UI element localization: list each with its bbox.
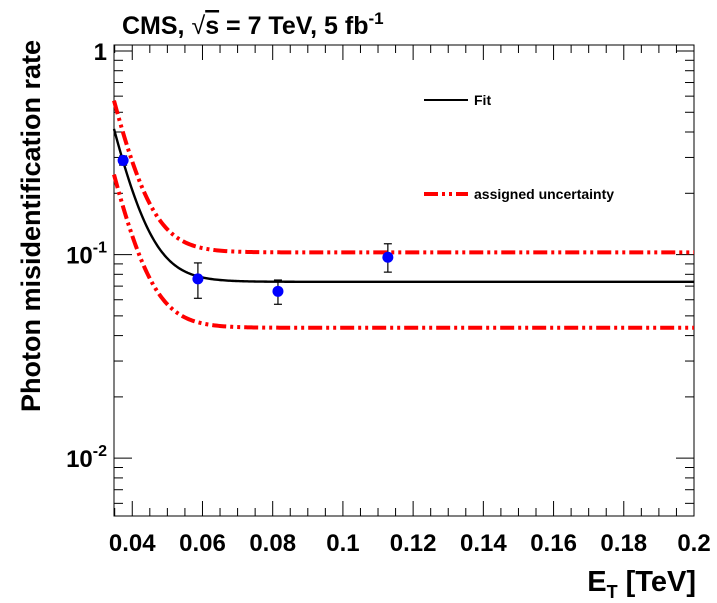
data-points <box>117 154 394 305</box>
x-tick-label: 0.08 <box>249 530 296 557</box>
x-axis-label-rest: [TeV] <box>618 566 696 598</box>
x-tick-label: 0.2 <box>677 530 710 557</box>
uncertainty-band-upper-curve <box>112 100 694 255</box>
chart-title: CMS, √s = 7 TeV, 5 fb-1 <box>122 9 384 40</box>
y-tick-label: 10-1 <box>66 240 107 270</box>
x-axis-label-main: E <box>587 566 606 598</box>
y-tick-label: 1 <box>94 39 107 66</box>
plot-area <box>112 100 694 330</box>
data-point <box>192 273 204 285</box>
legend-uncertainty-label: assigned uncertainty <box>474 186 614 202</box>
data-point <box>382 251 394 263</box>
axis-ticks <box>114 45 695 516</box>
data-point <box>117 154 129 166</box>
data-point <box>272 285 284 297</box>
x-tick-label: 0.14 <box>460 530 507 557</box>
y-axis-label: Photon misidentification rate <box>16 40 46 412</box>
x-axis-label: ET [TeV] <box>587 566 696 602</box>
uncertainty-band-lower-curve <box>112 174 694 330</box>
title-main: CMS, <box>122 12 191 40</box>
x-axis-label-sub: T <box>607 582 618 602</box>
title-rest: = 7 TeV, 5 fb <box>219 12 368 40</box>
tick-labels: 0.04 0.06 0.08 0.1 0.12 0.14 0.16 0.18 0.2 1 10-1 1… <box>66 39 711 557</box>
legend: Fit assigned uncertainty <box>424 92 614 202</box>
plot-frame <box>113 44 695 517</box>
title-superscript: -1 <box>368 9 383 28</box>
legend-fit-label: Fit <box>474 92 491 108</box>
x-tick-label: 0.04 <box>109 530 156 557</box>
x-tick-label: 0.18 <box>600 530 647 557</box>
fit-curve <box>112 128 694 283</box>
title-sqrt-symbol: √ <box>191 12 205 40</box>
y-tick-label: 10-2 <box>66 443 107 473</box>
x-tick-label: 0.06 <box>179 530 226 557</box>
title-sqrt-arg: s <box>205 12 219 40</box>
x-tick-label: 0.1 <box>326 530 359 557</box>
x-tick-label: 0.12 <box>390 530 437 557</box>
x-tick-label: 0.16 <box>530 530 577 557</box>
